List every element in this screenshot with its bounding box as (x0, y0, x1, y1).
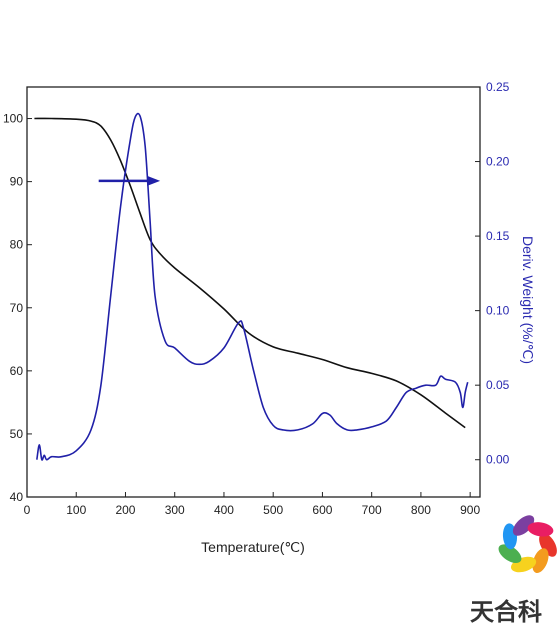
logo-petal (527, 522, 554, 537)
x-tick-label: 600 (312, 503, 332, 517)
logo-petal (498, 544, 522, 564)
right-tick-label: 0.10 (486, 304, 510, 318)
plot-frame (26, 86, 481, 498)
arrow-head (147, 175, 161, 186)
dtg-curve (36, 112, 469, 461)
x-tick-label: 300 (165, 503, 185, 517)
x-tick-label: 500 (263, 503, 283, 517)
logo-center (519, 536, 537, 554)
left-tick-label: 100 (3, 112, 23, 126)
right-y-axis: 0.00 0.05 0.10 0.15 0.20 0.25 (475, 80, 510, 467)
logo-petal (512, 515, 535, 536)
x-tick-label: 100 (66, 503, 86, 517)
watermark-logo-icon (498, 515, 557, 574)
left-tick-label: 70 (10, 301, 24, 315)
watermark-text: 天合科 (470, 597, 542, 626)
right-tick-label: 0.15 (486, 229, 510, 243)
x-tick-label: 400 (214, 503, 234, 517)
right-tick-label: 0.25 (486, 80, 510, 94)
left-y-axis: 40 50 60 70 80 90 100 (3, 112, 32, 504)
right-tick-label: 0.20 (486, 155, 510, 169)
right-axis-title: Deriv. Weight (%/℃) (520, 236, 536, 364)
left-tick-label: 60 (10, 364, 24, 378)
tg-curve (34, 117, 466, 429)
right-tick-label: 0.05 (486, 378, 510, 392)
x-axis-title: Temperature(℃) (201, 539, 305, 555)
left-tick-label: 40 (10, 490, 24, 504)
x-tick-label: 900 (460, 503, 480, 517)
x-axis: 0 100 200 300 400 500 600 700 800 900 (24, 492, 480, 517)
left-tick-label: 50 (10, 427, 24, 441)
x-tick-label: 700 (362, 503, 382, 517)
x-tick-label: 0 (24, 503, 31, 517)
right-tick-label: 0.00 (486, 453, 510, 467)
left-tick-label: 90 (10, 175, 24, 189)
x-tick-label: 800 (411, 503, 431, 517)
direction-arrow (98, 175, 161, 186)
x-tick-label: 200 (115, 503, 135, 517)
series-layer (34, 112, 469, 461)
logo-petal (532, 548, 549, 574)
left-tick-label: 80 (10, 238, 24, 252)
